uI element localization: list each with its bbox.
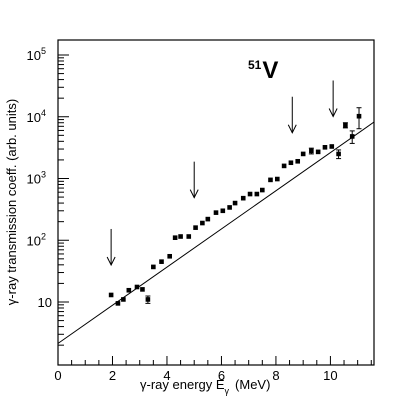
x-tick-label: 10 [323, 368, 337, 383]
data-point [300, 151, 306, 157]
y-axis: 10 102 103 104 105 [27, 46, 69, 346]
data-point [151, 264, 156, 270]
x-axis-label-unit: (MeV) [235, 377, 270, 392]
data-point [227, 205, 232, 210]
data-point [220, 208, 226, 214]
data-point [126, 287, 132, 293]
data-point [356, 113, 362, 119]
data-point [295, 158, 301, 164]
arrow-head [106, 256, 116, 267]
data-point [115, 301, 121, 306]
data-point [240, 195, 246, 201]
data-point [145, 297, 151, 302]
x-axis-label-main: γ-ray energy E [140, 377, 225, 392]
data-point [260, 187, 265, 193]
data-point [213, 210, 219, 215]
data-point [281, 163, 287, 169]
x-axis-label: γ-ray energy Eγ (MeV) [140, 377, 270, 396]
data-point [343, 122, 348, 128]
data-point [186, 234, 192, 239]
y-tick-label: 103 [27, 170, 46, 187]
data-point [159, 259, 164, 264]
data-point [315, 149, 321, 155]
data-point [336, 151, 341, 157]
y-axis-label: γ-ray transmission coeff. (arb. units) [4, 99, 19, 305]
x-axis-label-subscript: γ [225, 386, 230, 396]
plot-frame [57, 39, 375, 366]
data-point [178, 234, 183, 239]
x-tick-label: 4 [163, 368, 170, 383]
y-tick-label: 102 [27, 231, 46, 248]
data-point [288, 160, 294, 166]
data-point [193, 225, 198, 230]
data-point [108, 292, 114, 298]
data-point [232, 200, 238, 206]
nucleus-annotation: 51V [248, 57, 278, 84]
x-tick-label: 8 [272, 368, 279, 383]
fit-line [58, 121, 374, 345]
data-point [134, 284, 140, 290]
data-point [140, 287, 145, 292]
fit-line-layer [58, 121, 374, 345]
data-point [309, 148, 314, 154]
y-tick-label: 105 [27, 46, 46, 63]
data-point [121, 297, 126, 302]
data-point [322, 145, 328, 150]
element-symbol: V [262, 57, 278, 84]
data-points-layer [108, 107, 362, 306]
arrow-head [328, 108, 338, 118]
x-tick-label: 2 [109, 368, 116, 383]
data-point [205, 216, 211, 222]
arrow-head [287, 124, 297, 134]
y-tick-label: 10 [38, 295, 52, 310]
mass-number: 51 [248, 58, 262, 72]
x-axis: 0 2 4 6 8 10 [54, 356, 372, 383]
arrow-head [189, 189, 199, 199]
data-point [349, 134, 355, 139]
data-point [167, 253, 172, 259]
data-point [200, 220, 205, 226]
data-point [247, 191, 253, 197]
x-tick-label: 6 [218, 368, 225, 383]
data-point [274, 176, 280, 182]
data-point [329, 144, 335, 149]
x-tick-label: 0 [54, 368, 61, 383]
data-point [268, 177, 273, 183]
y-tick-label: 104 [27, 108, 46, 125]
data-point [254, 191, 260, 197]
data-point [172, 235, 178, 240]
arrow-layer [106, 80, 338, 267]
